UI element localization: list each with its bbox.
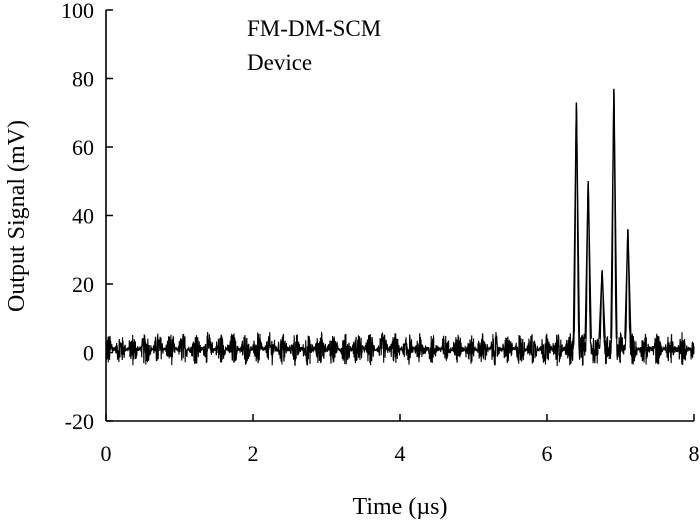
y-tick-label: 60 [72,135,94,160]
pulse-peak [610,88,618,339]
y-tick-label: -20 [65,409,94,434]
y-tick-label: 0 [83,341,94,366]
x-ticks: 0 2 4 6 8 [101,414,700,466]
y-tick-label: 100 [61,0,94,23]
pulse-peak [624,229,632,339]
x-axis-title: Time (µs) [353,494,448,520]
x-tick-label: 4 [395,441,406,466]
x-tick-label: 8 [689,441,700,466]
signal-trace [105,89,695,367]
x-tick-label: 6 [542,441,553,466]
y-ticks: -20 0 20 40 60 80 100 [61,0,113,434]
y-axis-title: Output Signal (mV) [4,120,30,312]
pulse-peak [584,181,592,339]
x-tick-label: 0 [101,441,112,466]
pulse-peak [572,102,581,339]
annotation-line-2: Device [247,50,312,75]
y-tick-label: 40 [72,204,94,229]
x-tick-label: 2 [248,441,259,466]
series-layer [105,88,695,367]
y-tick-label: 20 [72,272,94,297]
annotation-line-1: FM-DM-SCM [247,16,381,41]
y-tick-label: 80 [72,67,94,92]
pulse-peak [598,270,606,339]
